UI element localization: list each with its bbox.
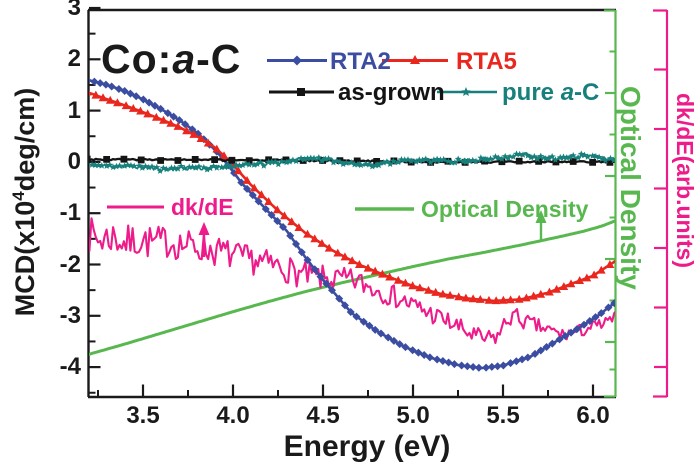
dkde-axis [653,9,669,398]
optical-density-axis-title: Optical Density [615,86,646,290]
pure-ac-post: -C [574,79,600,106]
x-axis-title: Energy (eV) [283,430,451,463]
triangle-markers [89,90,615,305]
dkde-up-arrow-icon [198,222,210,235]
y-axis-title: MCD(x104deg/cm) [9,52,40,352]
series-rta2 [89,77,615,372]
series-dk-de [89,217,615,345]
title-italic-a: a [172,36,197,82]
rta2-key-diamond-icon [292,55,302,66]
y-tick-label: -2 [59,250,81,278]
y-tick-label: -1 [59,199,81,227]
x-tick-label: 4.5 [306,402,340,429]
pure-ac-pre: pure [502,79,561,106]
optical-density-axis-ticks [605,50,615,371]
as-grown-key-square-icon [297,88,305,96]
diamond-markers [89,77,615,372]
plot-title: Co:a-C [101,36,241,83]
legend-key-samples [107,55,497,211]
annotation-arrows [198,210,547,257]
legend-label-pure-ac: pure a-C [502,79,599,107]
legend-label-rta5: RTA5 [456,48,517,75]
axis-ticks [89,6,595,396]
star-markers [89,150,615,174]
x-tick-label: 6.0 [576,402,610,429]
x-tick-label: 3.5 [126,402,160,429]
y-tick-label: -4 [59,353,81,381]
od-up-arrow-icon [535,210,547,223]
legend-label-as-grown: as-grown [338,79,445,106]
y-tick-label: 2 [67,45,81,73]
x-tick-label: 5.0 [396,402,430,429]
y-axis-title-post: deg/cm) [10,87,40,192]
y-tick-label: 3 [67,0,81,21]
series-optical-density [89,219,615,356]
series-rta5 [89,90,615,305]
y-axis-title-sup: 4 [9,191,28,201]
y-tick-label: 0 [67,147,81,175]
legend-label-dkde: dk/dE [171,194,234,220]
legend-label-optical-density: Optical Density [421,196,589,222]
pure-ac-italic-a: a [560,79,575,106]
series-line [89,217,615,345]
y-tick-label: -3 [59,301,81,329]
dkde-axis-title: dk/dE(arb.units) [672,93,698,269]
y-axis-title-pre: MCD(x10 [10,200,40,317]
legend-label-rta2: RTA2 [330,48,391,75]
series-line [89,219,615,356]
title-post: -C [196,36,242,82]
x-tick-label: 4.0 [216,402,250,429]
optical-density-axis [604,9,617,398]
pure-ac-key-star-icon [461,87,471,96]
series-layer [89,77,615,372]
dkde-axis-ticks [654,68,667,369]
plot-frame [87,8,616,399]
y-tick-label: 1 [67,96,81,124]
title-pre: Co: [101,36,173,82]
series-pure-a-c [89,150,615,174]
rta5-key-triangle-icon [410,55,420,64]
x-tick-label: 5.5 [486,402,520,429]
